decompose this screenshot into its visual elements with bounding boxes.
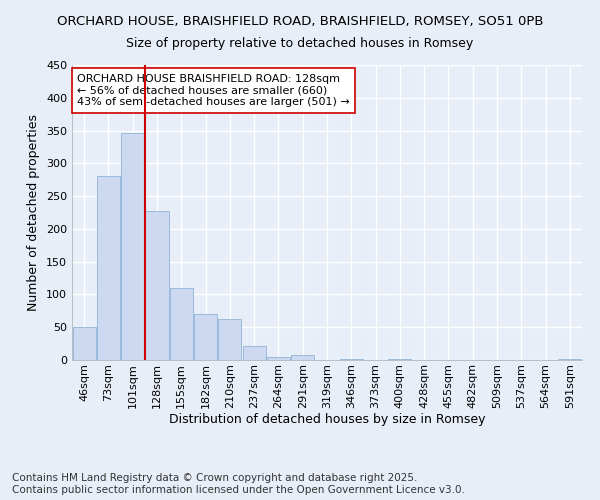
Bar <box>170 288 193 360</box>
Bar <box>97 176 120 360</box>
Bar <box>218 318 241 360</box>
Bar <box>242 346 266 360</box>
Text: ORCHARD HOUSE BRAISHFIELD ROAD: 128sqm
← 56% of detached houses are smaller (660: ORCHARD HOUSE BRAISHFIELD ROAD: 128sqm ←… <box>77 74 350 107</box>
Bar <box>194 314 217 360</box>
Text: Contains HM Land Registry data © Crown copyright and database right 2025.
Contai: Contains HM Land Registry data © Crown c… <box>12 474 465 495</box>
Bar <box>340 358 363 360</box>
Y-axis label: Number of detached properties: Number of detached properties <box>28 114 40 311</box>
Bar <box>291 356 314 360</box>
Text: Size of property relative to detached houses in Romsey: Size of property relative to detached ho… <box>127 38 473 51</box>
Bar <box>267 356 290 360</box>
Bar <box>73 327 95 360</box>
Text: ORCHARD HOUSE, BRAISHFIELD ROAD, BRAISHFIELD, ROMSEY, SO51 0PB: ORCHARD HOUSE, BRAISHFIELD ROAD, BRAISHF… <box>57 15 543 28</box>
Bar <box>121 132 144 360</box>
Bar <box>145 210 169 360</box>
Bar <box>559 358 581 360</box>
X-axis label: Distribution of detached houses by size in Romsey: Distribution of detached houses by size … <box>169 414 485 426</box>
